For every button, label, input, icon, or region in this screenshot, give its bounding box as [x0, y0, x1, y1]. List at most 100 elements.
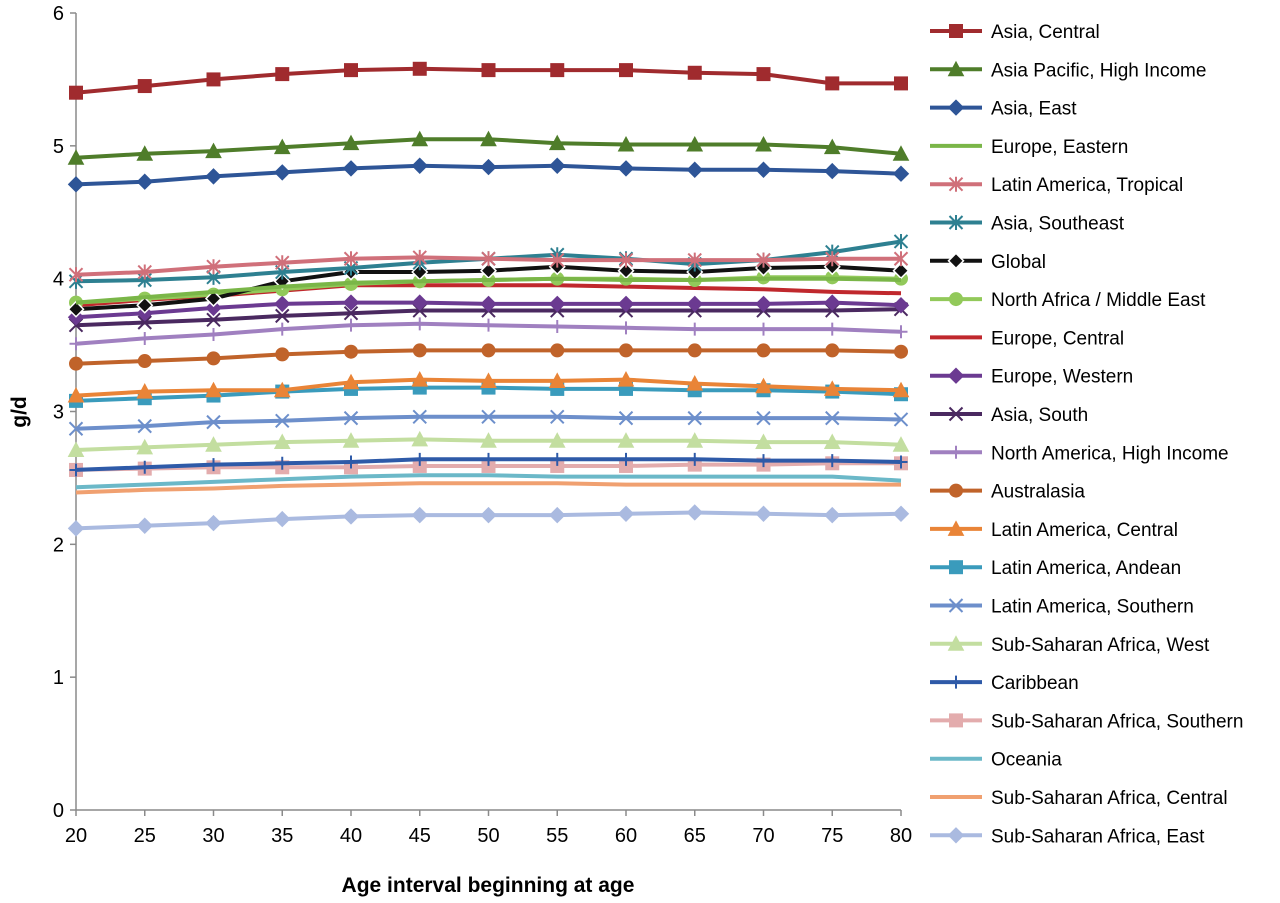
data-point [823, 433, 841, 450]
data-point [275, 322, 289, 336]
legend-item: Europe, Central [930, 328, 1124, 349]
legend-label: Sub-Saharan Africa, Southern [991, 711, 1243, 732]
data-point [617, 160, 635, 177]
x-tick-label: 75 [821, 825, 843, 847]
data-point [688, 322, 702, 336]
legend-swatch-marker [949, 292, 963, 307]
data-point [892, 381, 910, 398]
data-point [550, 343, 565, 358]
legend-swatch-marker [948, 215, 964, 230]
data-point [686, 295, 703, 313]
legend-swatch-marker [947, 252, 965, 270]
data-point [686, 161, 703, 178]
legend-label: Sub-Saharan Africa, East [991, 826, 1205, 847]
data-point [619, 63, 633, 78]
data-point [756, 410, 771, 426]
data-point [412, 343, 427, 358]
x-tick-label: 35 [271, 825, 293, 847]
series-line [75, 414, 902, 431]
data-point [136, 438, 154, 455]
data-point [823, 380, 841, 396]
data-point [894, 344, 908, 359]
data-point [137, 418, 152, 434]
data-point [274, 295, 291, 313]
legend-label: Europe, Eastern [991, 137, 1128, 158]
legend-swatch-marker [949, 675, 963, 689]
x-tick-label: 80 [890, 825, 912, 847]
legend-item: North Africa / Middle East [930, 290, 1206, 311]
x-tick-label: 50 [477, 825, 499, 847]
data-point [273, 138, 291, 155]
data-point [824, 294, 841, 311]
series-line [75, 481, 901, 495]
data-point [550, 319, 564, 333]
data-point [549, 157, 566, 174]
series-latin-america-central [67, 371, 910, 403]
series-layer [67, 61, 910, 537]
data-point [755, 295, 772, 313]
data-point [344, 455, 358, 469]
data-point [550, 452, 564, 466]
data-point [67, 149, 85, 165]
legend-label: Sub-Saharan Africa, West [991, 635, 1210, 656]
legend-item: Sub-Saharan Africa, Southern [930, 711, 1243, 732]
legend-item: Caribbean [930, 673, 1079, 694]
series-asia-east [67, 157, 910, 193]
data-point [825, 251, 840, 267]
data-point [138, 331, 152, 345]
data-point [481, 63, 496, 78]
legend-label: Asia, Central [991, 22, 1100, 43]
data-point [342, 373, 360, 390]
series-oceania [75, 473, 902, 490]
data-point [206, 259, 221, 275]
data-point [481, 251, 496, 267]
data-point [207, 327, 220, 341]
data-point [893, 412, 909, 427]
data-point [136, 296, 154, 314]
data-point [273, 381, 291, 398]
data-point [688, 452, 702, 466]
data-point [412, 61, 427, 76]
data-point [619, 321, 633, 335]
data-point [275, 413, 290, 429]
data-point [69, 337, 83, 351]
data-point [894, 455, 908, 469]
data-point [342, 160, 360, 177]
y-tick-label: 1 [53, 667, 64, 689]
data-point [892, 165, 910, 182]
data-point [206, 414, 221, 430]
data-point [893, 233, 909, 249]
data-point [756, 343, 771, 358]
data-point [548, 372, 566, 388]
x-tick-label: 45 [409, 825, 431, 847]
data-point [824, 506, 841, 524]
data-point [757, 454, 770, 468]
data-point [481, 409, 496, 425]
x-tick-label: 70 [752, 825, 774, 847]
data-point [67, 520, 85, 537]
legend-item: Latin America, Southern [930, 597, 1194, 618]
legend-item: Asia, East [930, 99, 1077, 120]
legend-item: Sub-Saharan Africa, West [930, 635, 1210, 656]
data-point [274, 164, 291, 181]
data-point [481, 343, 496, 358]
legend-swatch-marker [948, 406, 964, 422]
series-line [75, 473, 902, 490]
data-point [686, 135, 704, 152]
data-point [69, 463, 83, 477]
data-point [480, 295, 497, 313]
legend-swatch-marker [947, 367, 965, 384]
legend-swatch-marker [948, 598, 964, 613]
legend-swatch-marker [949, 483, 963, 498]
x-tick-label: 65 [684, 825, 706, 847]
legend-label: Latin America, Central [991, 520, 1178, 541]
x-axis-title: Age interval beginning at age [342, 874, 635, 897]
y-tick-label: 2 [53, 534, 64, 556]
legend-label: North America, High Income [991, 443, 1229, 464]
data-point [344, 344, 358, 359]
legend-label: Global [991, 252, 1046, 273]
data-point [342, 294, 360, 311]
data-point [343, 251, 359, 267]
series-sub-saharan-africa-central [75, 481, 901, 495]
